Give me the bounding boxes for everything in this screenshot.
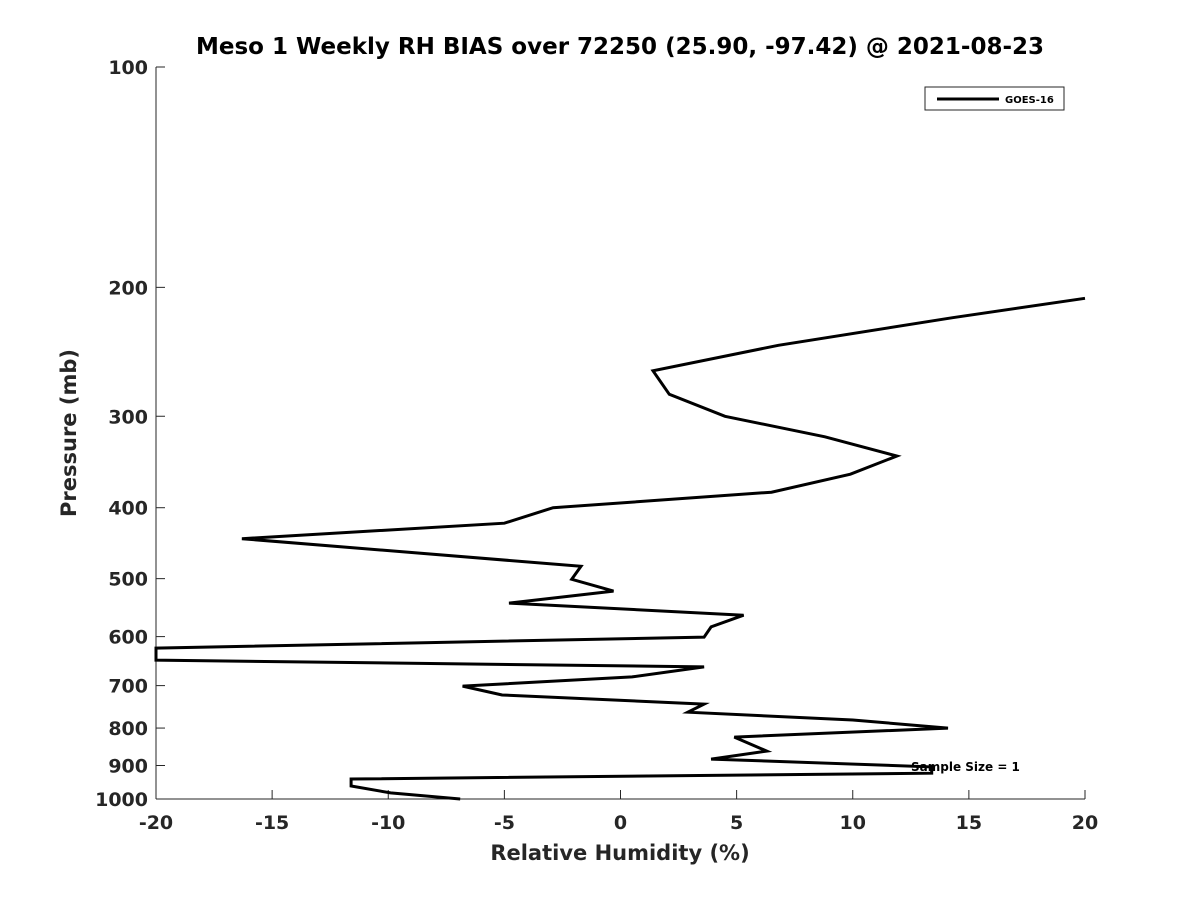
x-tick-label: -20	[139, 812, 173, 834]
y-tick-label: 800	[108, 718, 148, 740]
sample-size-annotation: Sample Size = 1	[911, 760, 1020, 774]
legend: GOES-16	[924, 86, 1065, 111]
series-line-goes-16	[154, 296, 1086, 801]
x-tick-label: 0	[614, 812, 627, 834]
y-tick-label: 700	[108, 676, 148, 698]
y-tick-label: 1000	[95, 789, 148, 811]
y-axis-label: Pressure (mb)	[57, 349, 81, 517]
y-tick-label: 600	[108, 627, 148, 649]
y-tick-label: 500	[108, 569, 148, 591]
y-tick-label: 300	[108, 406, 148, 428]
y-tick-label: 900	[108, 756, 148, 778]
x-ticks: -20 -15 -10 -5 0 5 10 15 20	[139, 790, 1098, 834]
x-axis-label: Relative Humidity (%)	[490, 841, 749, 865]
x-tick-label: 20	[1072, 812, 1098, 834]
y-tick-label: 400	[108, 498, 148, 520]
x-tick-label: 15	[956, 812, 982, 834]
series-group	[154, 296, 1086, 801]
y-ticks: 100 200 300 400 500 600 700 800 900 1000	[95, 57, 165, 811]
y-tick-label: 200	[108, 277, 148, 299]
y-tick-label: 100	[108, 57, 148, 79]
chart-title: Meso 1 Weekly RH BIAS over 72250 (25.90,…	[196, 34, 1044, 60]
axes	[155, 67, 1085, 800]
x-tick-label: 10	[840, 812, 866, 834]
x-tick-label: -10	[371, 812, 405, 834]
legend-label-goes-16: GOES-16	[1005, 95, 1054, 106]
x-tick-label: -15	[255, 812, 289, 834]
x-tick-label: 5	[730, 812, 743, 834]
x-tick-label: -5	[494, 812, 515, 834]
